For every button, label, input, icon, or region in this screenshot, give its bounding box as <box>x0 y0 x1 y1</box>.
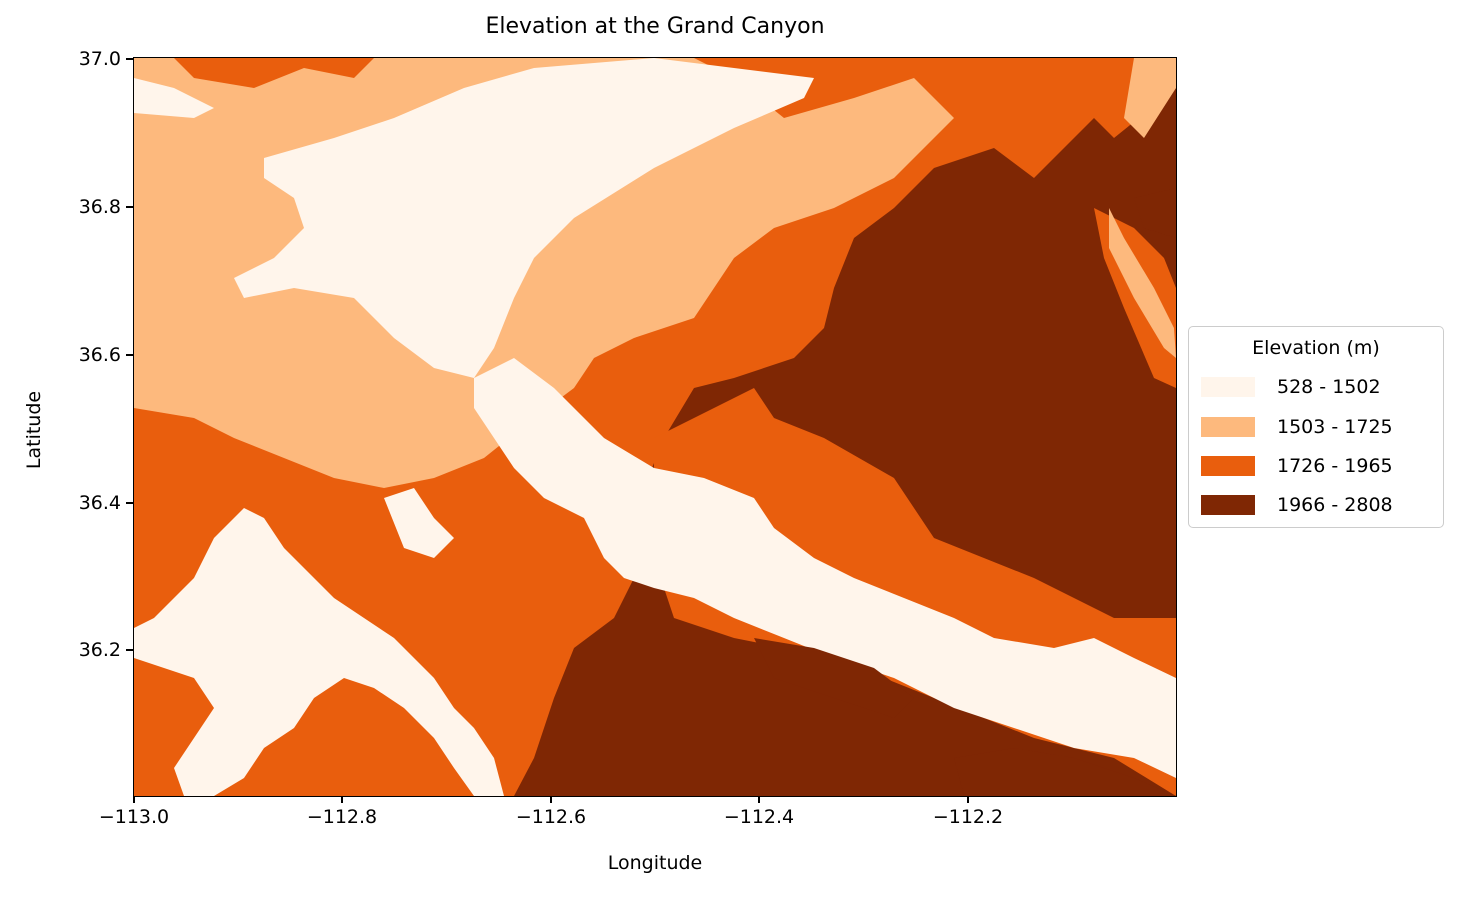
legend-item: 1966 - 2808 <box>1201 493 1393 517</box>
legend-item: 1726 - 1965 <box>1201 454 1393 478</box>
y-tick-mark <box>126 502 133 504</box>
plot-area <box>134 58 1176 796</box>
x-tick-mark <box>341 796 343 803</box>
legend-label: 528 - 1502 <box>1277 376 1381 398</box>
y-tick-mark <box>126 354 133 356</box>
x-tick-label: −112.4 <box>723 806 795 828</box>
x-tick-label: −112.8 <box>306 806 378 828</box>
y-tick-label: 36.8 <box>78 196 121 218</box>
y-tick-label: 36.4 <box>78 492 121 514</box>
legend-swatch <box>1201 377 1255 397</box>
legend-label: 1503 - 1725 <box>1277 416 1393 438</box>
x-axis-label: Longitude <box>607 852 703 874</box>
legend-swatch <box>1201 495 1255 515</box>
legend-label: 1966 - 2808 <box>1277 494 1393 516</box>
region-528-1502 <box>234 58 814 378</box>
legend-label: 1726 - 1965 <box>1277 455 1393 477</box>
region-528-1502 <box>134 78 214 118</box>
y-tick-label: 36.6 <box>78 344 121 366</box>
legend: Elevation (m) 528 - 1502 1503 - 1725 172… <box>1188 326 1444 528</box>
region-1503-1725 <box>1109 208 1176 358</box>
legend-swatch <box>1201 417 1255 437</box>
legend-swatch <box>1201 456 1255 476</box>
x-tick-mark <box>967 796 969 803</box>
y-tick-mark <box>126 649 133 651</box>
region-1966-2808 <box>754 638 914 718</box>
region-1966-2808 <box>1134 188 1176 238</box>
region-528-1502 <box>474 358 1176 778</box>
x-tick-label: −113.0 <box>98 806 170 828</box>
region-528-1502 <box>384 488 454 558</box>
chart-title: Elevation at the Grand Canyon <box>485 14 825 39</box>
region-528-1502 <box>134 508 504 796</box>
x-tick-mark <box>550 796 552 803</box>
legend-item: 1503 - 1725 <box>1201 415 1393 439</box>
x-tick-label: −112.6 <box>515 806 587 828</box>
region-1966-2808 <box>954 748 1176 796</box>
x-tick-label: −112.2 <box>932 806 1004 828</box>
x-tick-mark <box>758 796 760 803</box>
y-tick-mark <box>126 206 133 208</box>
y-tick-label: 36.2 <box>78 639 121 661</box>
legend-title: Elevation (m) <box>1252 337 1380 359</box>
region-1503-1725 <box>1124 58 1176 138</box>
y-tick-label: 37.0 <box>78 48 121 70</box>
elevation-map <box>134 58 1176 796</box>
legend-item: 528 - 1502 <box>1201 375 1381 399</box>
y-axis-label: Latitude <box>23 390 45 470</box>
x-tick-mark <box>133 796 135 803</box>
y-tick-mark <box>126 58 133 60</box>
